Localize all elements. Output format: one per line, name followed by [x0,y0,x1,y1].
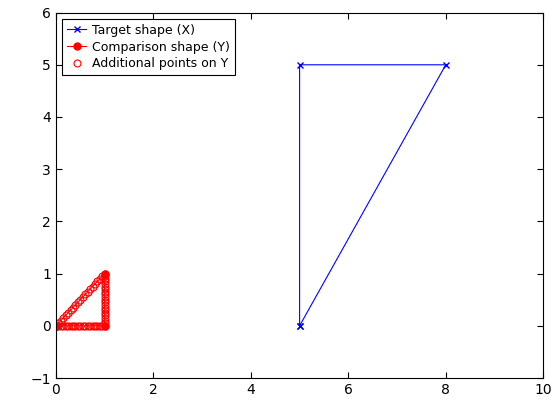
Additional points on Y [89,323,96,328]
Comparison shape (Y) [53,323,59,328]
Legend: Target shape (X), Comparison shape (Y), Additional points on Y: Target shape (X), Comparison shape (Y), … [62,19,235,75]
Additional points on Y [53,323,59,328]
Target shape (X) [442,62,449,67]
Additional points on Y [99,323,106,328]
Additional points on Y [55,321,62,326]
Comparison shape (Y) [101,323,108,328]
Target shape (X) [296,323,303,328]
Additional points on Y [101,271,108,276]
Additional points on Y [101,279,108,284]
Target shape (X) [296,62,303,67]
Additional points on Y [94,323,101,328]
Line: Comparison shape (Y): Comparison shape (Y) [53,270,108,329]
Target shape (X) [296,323,303,328]
Additional points on Y [77,323,84,328]
Comparison shape (Y) [101,271,108,276]
Line: Additional points on Y: Additional points on Y [53,270,108,329]
Line: Target shape (X): Target shape (X) [296,61,449,329]
Comparison shape (Y) [53,323,59,328]
Additional points on Y [101,323,108,328]
